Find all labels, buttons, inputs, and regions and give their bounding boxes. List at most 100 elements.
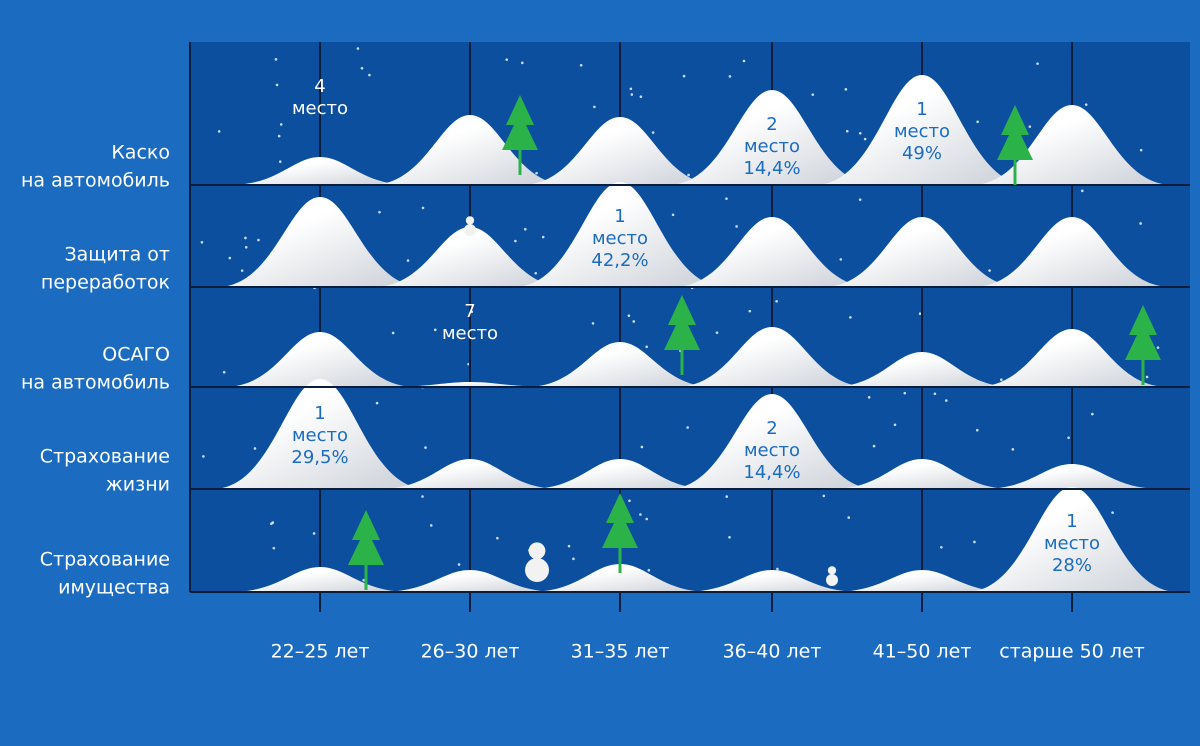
snowflake xyxy=(845,129,849,133)
rank-label: место xyxy=(894,121,950,142)
snowflake xyxy=(1000,378,1003,382)
snow-hill xyxy=(682,570,862,592)
rank-label: 4 xyxy=(314,76,325,97)
snowman xyxy=(528,542,546,560)
snow-hill xyxy=(675,327,869,387)
rank-label: 1 xyxy=(1066,511,1077,532)
snow-hill xyxy=(668,90,876,185)
snowflake xyxy=(433,328,437,332)
rank-label: 1 xyxy=(916,99,927,120)
snowflake xyxy=(505,58,509,61)
rank-label: место xyxy=(442,323,498,344)
snowflake xyxy=(470,310,474,313)
column-label: 36–40 лет xyxy=(723,641,822,663)
row-label: на автомобиль xyxy=(21,372,170,394)
row-label: на автомобиль xyxy=(21,170,170,192)
snowflake xyxy=(421,206,425,210)
snow-hill xyxy=(384,382,556,387)
snowflake xyxy=(375,401,379,405)
tree xyxy=(502,95,538,150)
snowflake xyxy=(279,123,283,126)
snowflake xyxy=(728,535,731,539)
snowflake xyxy=(275,83,279,87)
snow-hill xyxy=(521,117,719,185)
snowflake xyxy=(520,61,524,65)
snowflake xyxy=(918,312,922,316)
rank-label: 7 xyxy=(464,301,475,322)
rank-label: место xyxy=(744,136,800,157)
snowflake xyxy=(776,567,779,571)
row-label: Каско xyxy=(111,142,170,164)
rank-label: место xyxy=(1044,533,1100,554)
row-label: имущества xyxy=(58,577,170,599)
snowflake xyxy=(1067,436,1070,440)
snow-hill xyxy=(971,105,1173,185)
snowflake xyxy=(277,134,281,138)
snowflake xyxy=(200,240,204,244)
snowflake xyxy=(728,75,732,78)
column-label: старше 50 лет xyxy=(999,641,1144,663)
tree xyxy=(1125,305,1161,360)
snowflake xyxy=(1091,412,1094,416)
snowflake xyxy=(257,238,260,242)
snowflake xyxy=(651,131,655,134)
snowflake xyxy=(903,391,907,395)
snowflake xyxy=(406,259,410,262)
rank-label: 29,5% xyxy=(291,447,348,468)
snowflake xyxy=(579,63,583,67)
snow-hill xyxy=(966,487,1178,592)
snowflake xyxy=(368,73,371,77)
snowflake xyxy=(523,227,527,231)
snowflake xyxy=(639,95,643,99)
snowflake xyxy=(976,120,979,124)
snowflake xyxy=(945,399,948,402)
snowflake xyxy=(1156,346,1160,349)
row-label: ОСАГО xyxy=(102,344,170,366)
snowman xyxy=(826,574,838,586)
snowflake xyxy=(1139,222,1142,225)
snowflake xyxy=(748,309,752,313)
snowflake xyxy=(645,517,648,521)
snowflake xyxy=(627,314,631,318)
rank-label: 14,4% xyxy=(743,462,800,483)
snowflake xyxy=(217,130,221,133)
snow-hill xyxy=(815,75,1029,185)
rank-label: 1 xyxy=(314,403,325,424)
snowflake xyxy=(632,320,636,323)
snowflake xyxy=(639,513,642,516)
snow-hill xyxy=(229,157,411,185)
snowflake xyxy=(858,198,862,201)
snowflake xyxy=(514,239,517,243)
snowflake xyxy=(628,499,631,503)
snowflake xyxy=(567,544,571,548)
snow-hill xyxy=(224,332,416,387)
snow-hill xyxy=(668,394,876,489)
snowflake xyxy=(424,446,427,449)
snowflake xyxy=(278,160,282,163)
snowflake xyxy=(933,392,937,396)
column-label: 41–50 лет xyxy=(873,641,972,663)
snowflake xyxy=(682,74,686,78)
rank-label: 49% xyxy=(902,143,942,164)
snow-hill xyxy=(973,217,1171,287)
snowflake xyxy=(988,269,991,272)
snowflake xyxy=(360,66,364,70)
snowflake xyxy=(244,236,247,240)
snowflake xyxy=(629,87,633,91)
rank-label: место xyxy=(744,440,800,461)
rank-label: 2 xyxy=(766,114,777,135)
snowflake xyxy=(272,546,276,550)
snowflake xyxy=(593,105,596,109)
snowflake xyxy=(867,396,871,399)
snowflake xyxy=(591,322,595,325)
rank-label: место xyxy=(592,228,648,249)
rank-label: 14,4% xyxy=(743,158,800,179)
column-label: 26–30 лет xyxy=(421,641,520,663)
snowflake xyxy=(253,447,257,450)
snowman xyxy=(465,216,475,225)
snowflake xyxy=(839,258,843,261)
snowflake xyxy=(240,269,244,272)
row-label: жизни xyxy=(106,474,170,496)
snow-hill xyxy=(529,564,711,592)
snow-hill xyxy=(379,459,561,489)
